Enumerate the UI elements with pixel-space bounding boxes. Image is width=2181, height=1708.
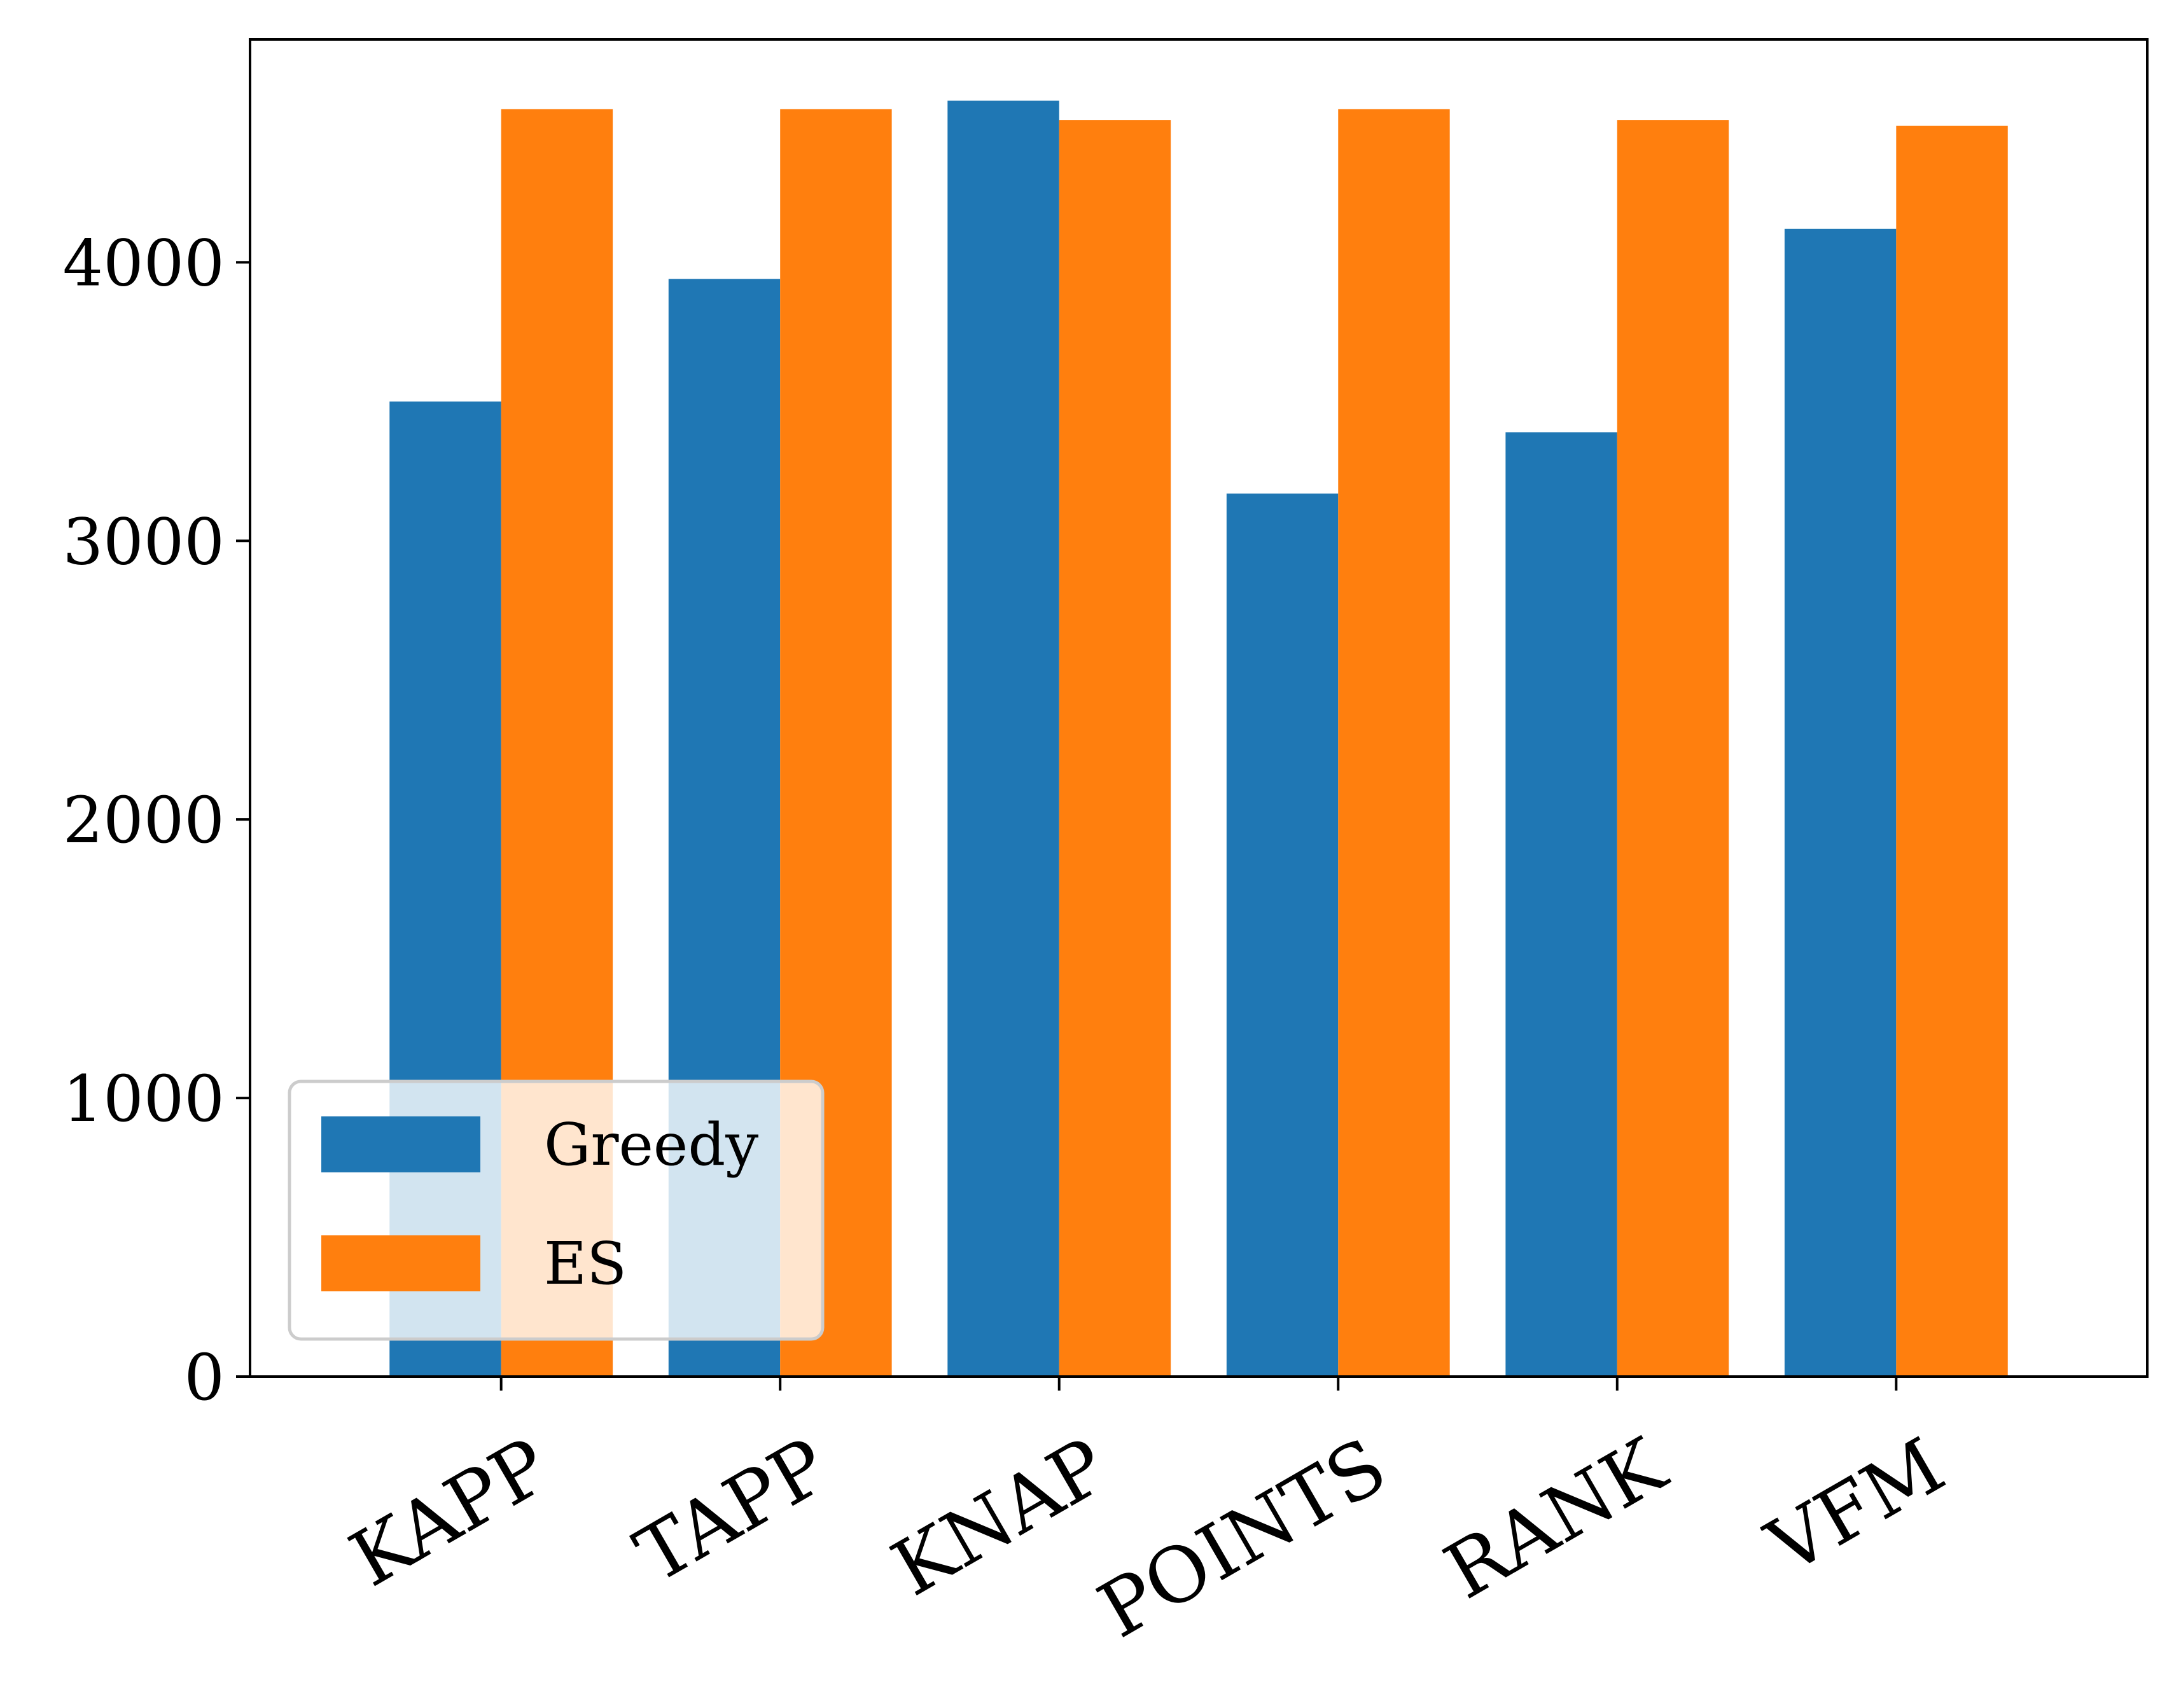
axes-frame [249, 38, 2149, 1378]
y-tick-label: 4000 [63, 226, 225, 300]
x-tick-label-rank: RANK [1431, 1421, 1681, 1616]
x-tick-label-points: POINTS [1085, 1422, 1401, 1655]
x-tick-label-kapp: KAPP [336, 1422, 564, 1604]
bar-es-knap [1059, 120, 1171, 1377]
bar-greedy-points [1226, 493, 1339, 1377]
bar-es-points [1338, 109, 1450, 1377]
y-tick-label: 0 [184, 1340, 225, 1415]
x-tick-label-tapp: TAPP [622, 1422, 843, 1600]
bar-es-rank [1617, 120, 1729, 1377]
y-tick-label: 3000 [63, 504, 225, 579]
bar-es-vfm [1896, 125, 2008, 1377]
bar-greedy-rank [1505, 432, 1617, 1377]
legend-swatch-greedy [321, 1116, 480, 1172]
y-tick-label: 1000 [63, 1062, 225, 1136]
legend: Greedy ES [288, 1080, 825, 1341]
bar-greedy-knap [947, 101, 1059, 1377]
bar-greedy-vfm [1784, 228, 1897, 1377]
legend-label-greedy: Greedy [544, 1111, 758, 1179]
legend-swatch-es [321, 1235, 480, 1291]
x-tick-label-vfm: VFM [1752, 1422, 1959, 1592]
y-tick-label: 2000 [63, 783, 225, 857]
y-axis: 0 1000 2000 3000 4000 [63, 226, 250, 1415]
x-tick-label-knap: KNAP [878, 1422, 1122, 1613]
bars-layer [389, 101, 2008, 1377]
legend-label-es: ES [544, 1230, 627, 1298]
